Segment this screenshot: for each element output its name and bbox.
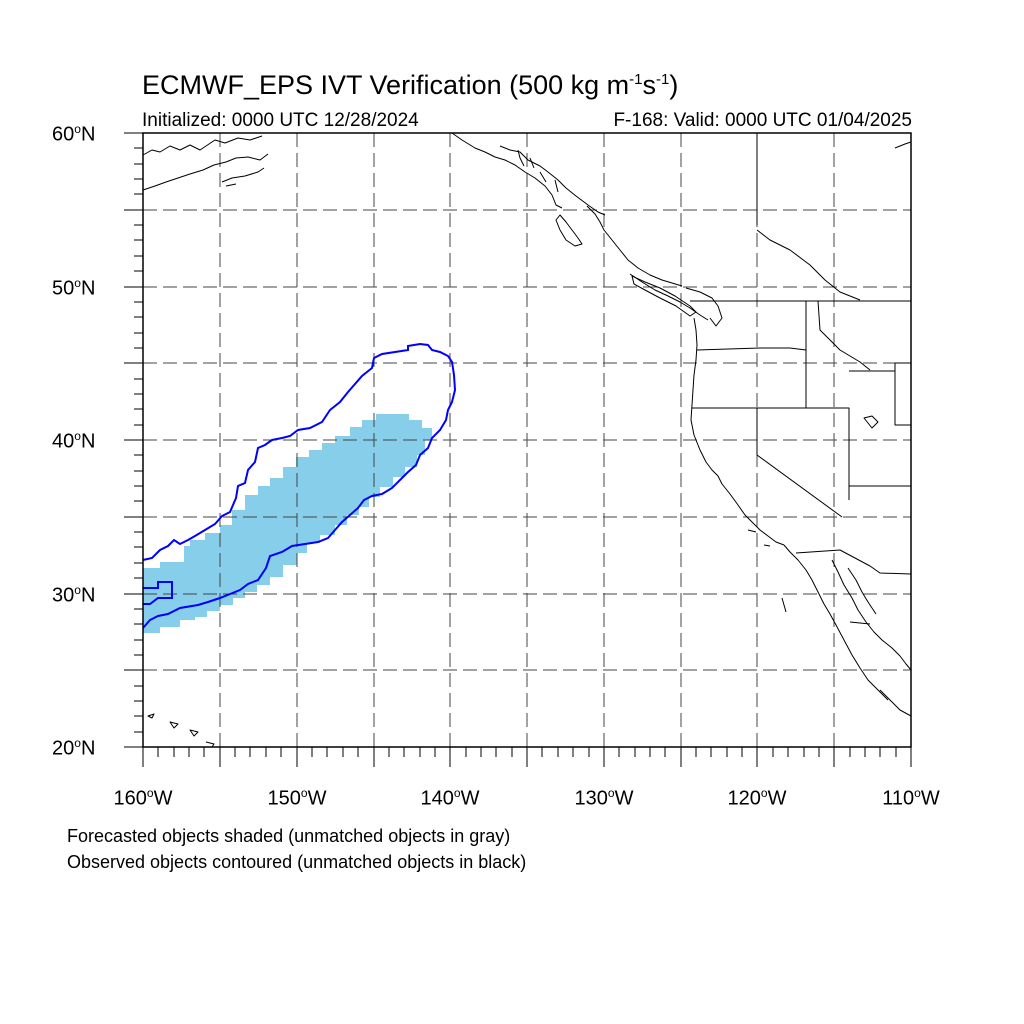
lon-ticks	[142, 747, 912, 767]
lat-label-40n: 40oN	[52, 429, 96, 453]
lon-label-160w: 160oW	[113, 786, 173, 810]
lon-label-130w: 130oW	[574, 786, 634, 810]
observed-object	[142, 342, 457, 629]
coastlines	[142, 132, 912, 748]
lon-label-120w: 120oW	[727, 786, 787, 810]
forecast-note: Forecasted objects shaded (unmatched obj…	[67, 826, 511, 846]
lat-label-30n: 30oN	[52, 583, 96, 607]
lat-label-60n: 60oN	[52, 122, 96, 146]
observed-note: Observed objects contoured (unmatched ob…	[67, 852, 527, 872]
init-time-label: Initialized: 0000 UTC 12/28/2024	[142, 110, 419, 131]
forecast-object	[143, 414, 432, 633]
lon-label-150w: 150oW	[267, 786, 327, 810]
lon-label-140w: 140oW	[420, 786, 480, 810]
lon-label-110w: 110oW	[882, 786, 940, 810]
map-frame	[142, 132, 912, 748]
lat-label-20n: 20oN	[52, 736, 96, 760]
plot-title: ECMWF_EPS IVT Verification (500 kg m-1s-…	[142, 70, 679, 100]
lat-ticks	[124, 132, 143, 748]
lat-label-50n: 50oN	[52, 276, 96, 300]
valid-time-label: F-168: Valid: 0000 UTC 01/04/2025	[613, 110, 912, 131]
